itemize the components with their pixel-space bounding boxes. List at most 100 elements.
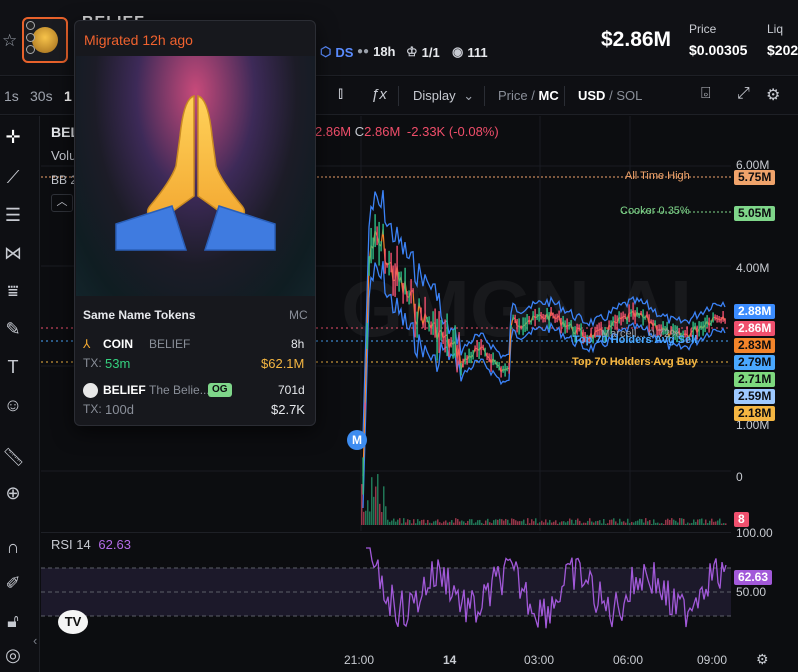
rsi-legend: RSI 14 62.63 — [51, 537, 131, 552]
dexscreener-link[interactable]: ⬡ DS — [320, 44, 353, 60]
candle — [594, 326, 596, 338]
volume-bar — [409, 520, 411, 525]
candle — [562, 315, 564, 328]
volume-bar — [365, 510, 367, 525]
candle — [692, 321, 694, 340]
candle — [542, 313, 544, 323]
rsi-line — [366, 547, 727, 629]
candle — [438, 311, 440, 353]
ohlc-readout: 2.86M C2.86M -2.33K (-0.08%) — [315, 124, 499, 139]
rsi-axis-tick: 50.00 — [736, 585, 767, 599]
candle — [630, 309, 632, 317]
volume-bar — [681, 518, 683, 525]
volume-legend: Volu — [51, 148, 77, 163]
timeframe-30s[interactable]: 30s — [30, 88, 53, 104]
timeframe-1s[interactable]: 1s — [4, 88, 19, 104]
visibility-eye-icon[interactable]: ◎ — [5, 645, 21, 665]
indicators-fx-icon[interactable]: ƒx — [371, 86, 387, 103]
display-dropdown[interactable]: Display ⌄ — [413, 88, 474, 104]
lock-drawing-icon[interactable]: ✐ — [5, 573, 21, 593]
candle — [408, 290, 410, 305]
volume-bar — [495, 519, 497, 525]
candle — [476, 340, 478, 358]
rsi-pane[interactable]: RSI 14 62.63 TV — [41, 532, 731, 642]
volume-bar — [701, 518, 703, 525]
price-mc-toggle[interactable]: Price / MC — [498, 88, 559, 103]
magnet-icon[interactable]: ∩ — [6, 537, 20, 557]
tradingview-logo[interactable]: TV — [58, 610, 88, 634]
axis-tick: 6.00M — [736, 158, 770, 172]
text-tool-icon[interactable]: T — [7, 357, 19, 377]
candle — [532, 311, 534, 321]
zoom-in-icon[interactable]: ⊕ — [5, 483, 21, 503]
screenshot-camera-icon[interactable]: ⌻ — [701, 85, 711, 102]
volume-bar — [695, 521, 697, 525]
fib-icon[interactable]: ⩸ — [7, 281, 19, 301]
lock-icon[interactable]: 🔓︎ — [7, 611, 19, 631]
candle — [502, 365, 504, 373]
collapse-sidebar-icon[interactable]: ‹ — [33, 633, 38, 648]
ruler-icon[interactable]: 📏︎ — [2, 447, 25, 467]
candle — [716, 315, 718, 323]
list-item[interactable]: ⅄ COIN BELIEF 8h TX: 53m $62.1M — [75, 331, 315, 375]
volume-bar — [685, 523, 687, 525]
ohlc-close: 2.86M — [364, 124, 401, 139]
mc-toggle-label: MC — [538, 88, 559, 103]
volume-bar — [405, 522, 407, 525]
candle — [616, 315, 618, 331]
crosshair-icon[interactable]: ✛ — [5, 127, 21, 147]
migration-marker[interactable]: M — [347, 430, 367, 450]
candle — [702, 321, 704, 336]
ohlc-high: 2.86M — [315, 124, 352, 139]
volume-bar — [469, 519, 471, 525]
brush-icon[interactable]: ✎ — [5, 319, 21, 339]
price-series — [362, 190, 726, 509]
volume-bar — [591, 521, 593, 525]
candle — [538, 307, 540, 322]
volume-bar — [655, 522, 657, 525]
item-mc: $2.7K — [271, 402, 305, 417]
timeframe-1m[interactable]: 1 — [64, 88, 72, 104]
candle — [486, 352, 488, 360]
rsi-value: 62.63 — [98, 537, 131, 552]
volume-bar — [615, 521, 617, 525]
legend-collapse-button[interactable]: ︿ — [51, 194, 73, 212]
list-item[interactable]: BELIEF The Belie... OG 701d TX: 100d $2.… — [75, 377, 315, 421]
candle-type-icon[interactable]: ⫾ — [338, 85, 344, 102]
pattern-icon[interactable]: ⋈ — [4, 243, 22, 263]
bb-upper-tag: 2.88M — [734, 304, 776, 319]
candle — [708, 317, 710, 333]
price-axis[interactable]: 6.00M 4.00M 1.00M 0 5.75M 5.05M 2.88M 2.… — [731, 116, 798, 531]
volume-bar — [539, 522, 541, 525]
favorite-star-icon[interactable]: ☆ — [2, 31, 18, 50]
volume-bar — [623, 521, 625, 525]
volume-bar — [585, 522, 587, 525]
volume-bar — [597, 520, 599, 525]
volume-bar — [483, 523, 485, 525]
volume-bar — [553, 521, 555, 525]
token-avatar[interactable] — [22, 17, 68, 63]
camera-icon[interactable] — [26, 45, 35, 54]
volume-bar — [559, 522, 561, 525]
candle — [662, 321, 664, 335]
candle — [424, 296, 426, 330]
time-axis-settings-icon[interactable]: ⚙ — [756, 651, 769, 667]
settings-gear-icon[interactable]: ⚙ — [766, 87, 781, 104]
volume-bar — [529, 523, 531, 525]
time-axis[interactable]: 21:00 14 03:00 06:00 09:00 ⚙ — [41, 644, 798, 672]
candle — [682, 330, 684, 340]
trend-line-icon[interactable]: ⟋ — [6, 167, 20, 187]
link-icon[interactable] — [26, 21, 35, 30]
usd-sol-toggle[interactable]: USD / SOL — [578, 88, 643, 103]
emoji-icon[interactable]: ☺ — [3, 395, 23, 415]
search-icon[interactable] — [26, 33, 35, 42]
volume-bar — [571, 519, 573, 525]
candle — [370, 227, 372, 264]
horizontal-lines-icon[interactable]: ☰ — [4, 205, 22, 225]
fullscreen-icon[interactable]: ⤢ — [737, 85, 750, 102]
price-chart[interactable]: GMGN.AI BEL Volu BB 2 ︿ 2.86M C2.86M -2.… — [41, 116, 731, 531]
volume-bar — [663, 523, 665, 525]
volume-bar — [683, 518, 685, 525]
volume-bar — [373, 496, 375, 525]
praying-hands-icon — [115, 95, 276, 251]
